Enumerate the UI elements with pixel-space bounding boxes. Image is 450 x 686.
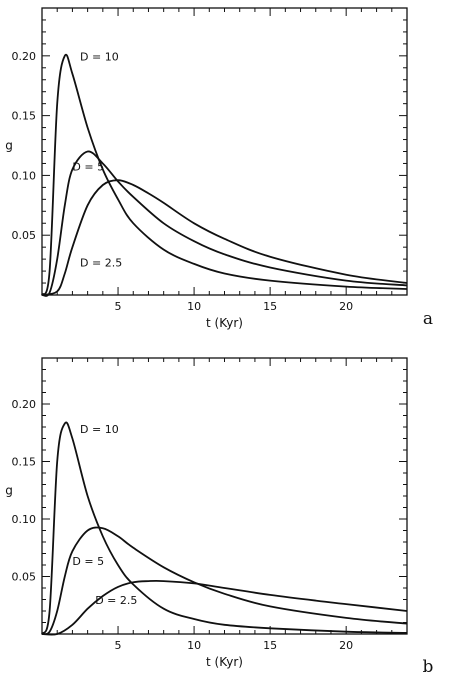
panel-letter: b [423,657,434,677]
chart-panel-a: 5 10 15 20 0.05 0.10 0.15 0.20 t (Kyr) g D = 10 D =… [5,7,433,330]
series-line-d-5 [41,526,408,636]
series-line-d-10 [41,53,408,296]
curve-label: D = 2.5 [95,594,137,607]
x-tick-label: 15 [263,300,277,313]
series-line-d-10 [41,421,408,635]
y-tick-label: 0.20 [12,50,37,63]
series-line-d-2-5 [41,179,408,296]
x-tick-label: 15 [263,639,277,652]
x-tick-label: 5 [115,639,122,652]
curve-label: D = 10 [80,51,119,64]
x-tick-label: 10 [187,639,201,652]
y-axis-label: g [5,139,13,153]
y-axis-label: g [5,483,13,497]
plot-frame [41,357,408,635]
y-tick-label: 0.20 [12,398,37,411]
x-tick-label: 20 [339,300,353,313]
y-tick-label: 0.10 [12,169,37,182]
curve-label: D = 5 [72,161,104,174]
y-tick-label: 0.10 [12,513,37,526]
chart-panel-b: 5 10 15 20 0.05 0.10 0.15 0.20 t (Kyr) g D = 10 D =… [5,357,434,677]
x-axis-label: t (Kyr) [206,316,243,330]
panel-letter: a [423,309,433,329]
x-tick-label: 20 [339,639,353,652]
curve-label: D = 10 [80,423,119,436]
x-axis-label: t (Kyr) [206,655,243,669]
x-tick-label: 10 [187,300,201,313]
y-tick-label: 0.05 [12,571,37,584]
series-line-d-5 [41,150,408,297]
y-tick-label: 0.15 [12,456,37,469]
x-tick-label: 5 [115,300,122,313]
y-tick-label: 0.05 [12,229,37,242]
curve-label: D = 5 [72,555,104,568]
y-tick-label: 0.15 [12,110,37,123]
curve-label: D = 2.5 [80,256,122,269]
series-line-d-2-5 [41,579,408,636]
